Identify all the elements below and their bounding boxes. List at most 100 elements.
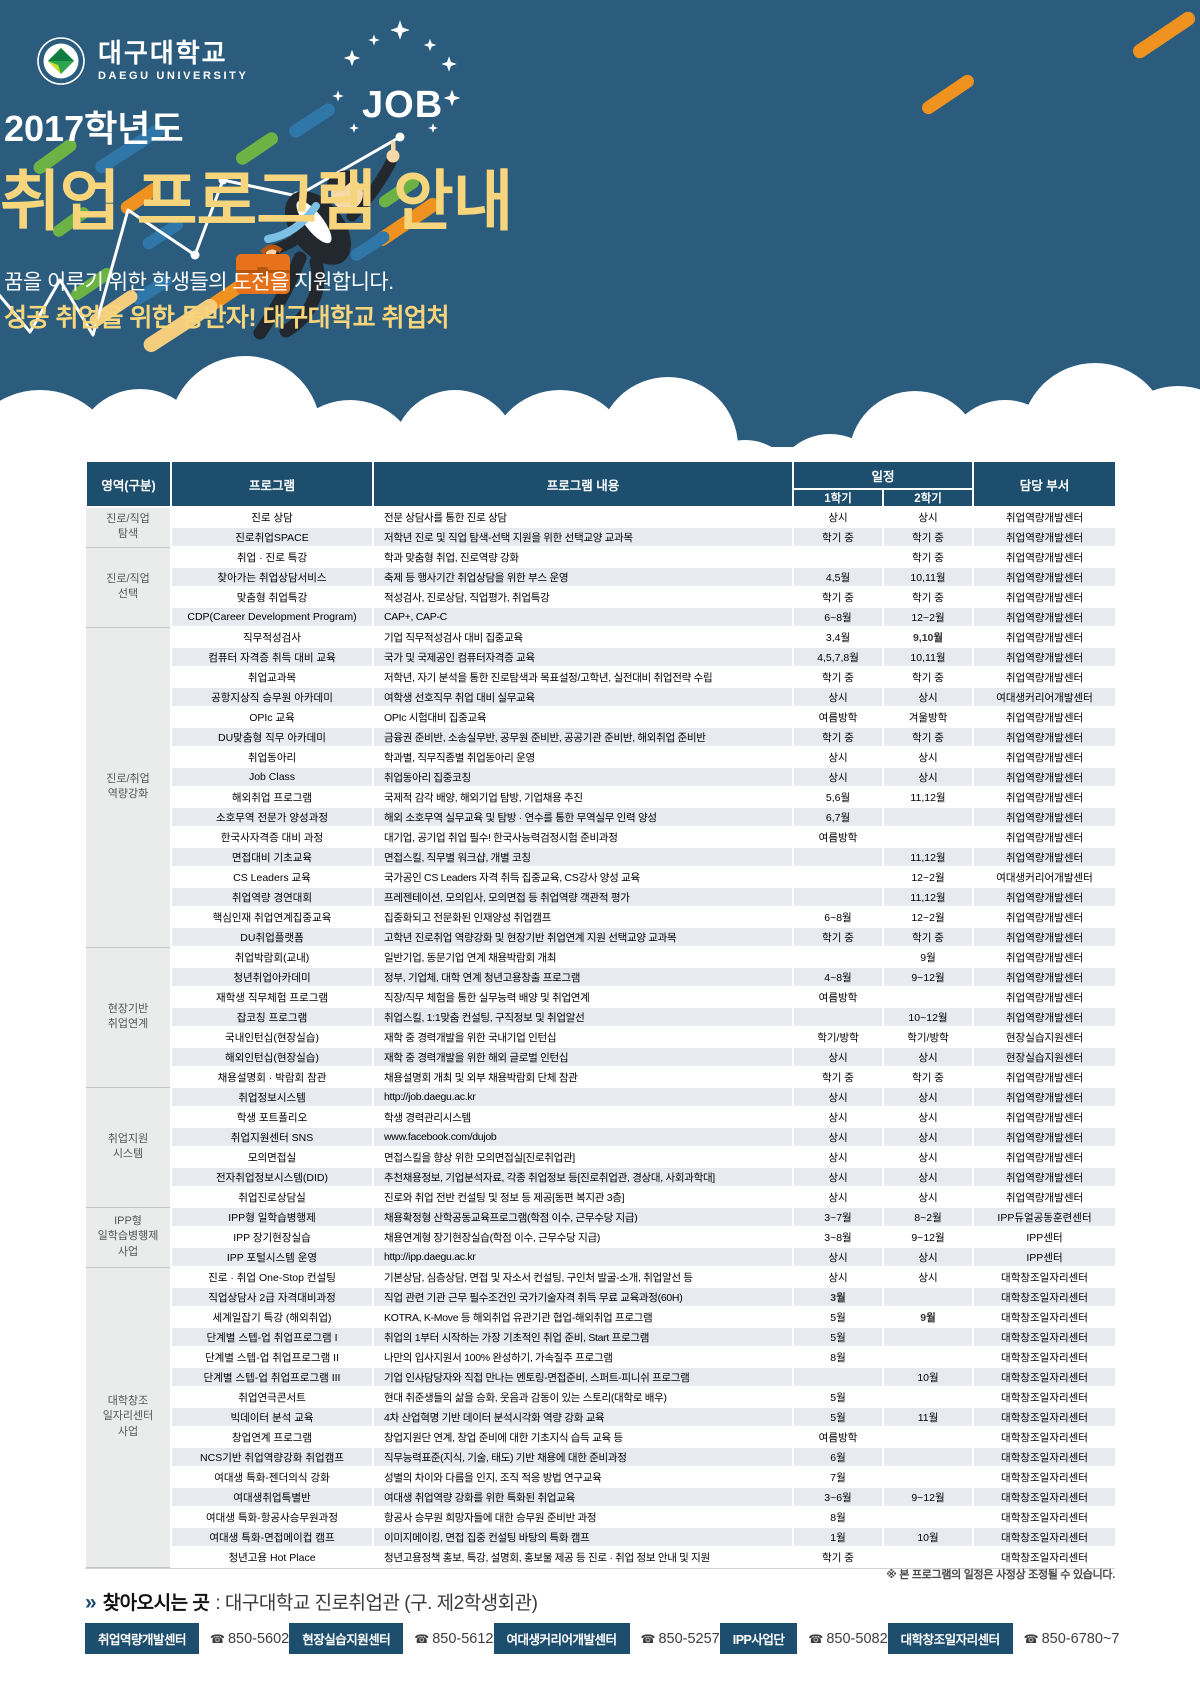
table-row: Job Class 취업동아리 집중코칭 상시 상시 취업역량개발센터 [86,766,1118,788]
semester2-cell: 상시 [881,1166,975,1188]
visit-label: 찾아오시는 곳 [102,1593,210,1614]
semester2-cell: 11,12월 [881,786,975,808]
table-row: DU취업플랫폼 고학년 진로취업 역량강화 및 현장기반 취업연계 지원 선택교양… [86,926,1118,948]
table-row: 면접대비 기초교육 면접스킬, 직무별 워크샵, 개별 코칭 11,12월 취업역량개… [86,846,1118,868]
content-cell: 국제적 감각 배양, 해외기업 탐방, 기업채용 추진 [372,786,794,808]
content-cell: 금융권 준비반, 소송실무반, 공무원 준비반, 공공기관 준비반, 해외취업 … [372,726,794,748]
program-cell: 단계별 스텝-업 취업프로그램 I [170,1326,374,1348]
dept-cell: 대학창조일자리센터 [972,1266,1118,1288]
semester1-cell: 상시 [792,1126,884,1148]
dept-cell: 취업역량개발센터 [972,1106,1118,1128]
program-cell: 단계별 스텝-업 취업프로그램 III [170,1366,374,1388]
program-cell: 재학생 직무체험 프로그램 [170,986,374,1008]
dept-cell: 현장실습지원센터 [972,1026,1118,1048]
dept-cell: 현장실습지원센터 [972,1046,1118,1068]
content-cell: 대기업, 공기업 취업 필수! 한국사능력검정시험 준비과정 [372,826,794,848]
semester2-cell: 상시 [881,1106,975,1128]
dept-cell: 취업역량개발센터 [972,706,1118,728]
table-row: NCS기반 취업역량강화 취업캠프 직무능력표준(지식, 기술, 태도) 기반 채… [86,1446,1118,1468]
content-cell: 취업스킬, 1:1맞춤 컨설팅, 구직정보 및 취업알선 [372,1006,794,1028]
content-cell: 채용연계형 장기현장실습(학점 이수, 근무수당 지급) [372,1226,794,1248]
dept-cell: 취업역량개발센터 [972,546,1118,568]
semester1-cell: 학기 중 [792,586,884,608]
semester1-cell: 5,6월 [792,786,884,808]
semester2-cell: 상시 [881,1266,975,1288]
semester2-cell [881,1346,975,1368]
dept-cell: 대학창조일자리센터 [972,1546,1118,1568]
contact-phone: ☎ 850-6780~7 [1023,1630,1120,1647]
program-cell: 해외인턴십(현장실습) [170,1046,374,1068]
table-row: 청년취업아카데미 정부, 기업체, 대학 연계 청년고용창출 프로그램 4~8월 9~… [86,966,1118,988]
program-cell: 청년고용 Hot Place [170,1546,374,1568]
content-cell: 학과별, 직무직종별 취업동아리 운영 [372,746,794,768]
semester2-cell: 상시 [881,746,975,768]
program-cell: 소호무역 전문가 양성과정 [170,806,374,828]
semester2-cell: 학기 중 [881,526,975,548]
area-group-cell: IPP형 일학습병행제 사업 [86,1207,172,1268]
header-area: 영역(구분) [85,460,172,508]
university-emblem-icon [37,37,85,85]
content-cell: 전문 상담사를 통한 진로 상담 [372,506,794,528]
table-row: 잡코칭 프로그램 취업스킬, 1:1맞춤 컨설팅, 구직정보 및 취업알선 10~1… [86,1006,1118,1028]
phone-icon: ☎ [414,1631,430,1646]
visit-value: : 대구대학교 진로취업관 (구. 제2학생회관) [215,1593,538,1614]
semester2-cell: 학기 중 [881,586,975,608]
dept-cell: 대학창조일자리센터 [972,1526,1118,1548]
content-cell: 재학 중 경력개발을 위한 국내기업 인턴십 [372,1026,794,1048]
semester1-cell [792,1006,884,1028]
program-cell: 여대생 특화-항공사승무원과정 [170,1506,374,1528]
program-cell: NCS기반 취업역량강화 취업캠프 [170,1446,374,1468]
table-row: 단계별 스텝-업 취업프로그램 II 나만의 입사지원서 100% 완성하기, 가… [86,1346,1118,1368]
program-cell: 면접대비 기초교육 [170,846,374,868]
program-cell: Job Class [170,766,374,788]
semester1-cell: 학기 중 [792,926,884,948]
program-cell: 세계일잡기 특강 (해외취업) [170,1306,374,1328]
contact-center-badge: 취업역량개발센터 [85,1623,200,1654]
table-row: 컴퓨터 자격증 취득 대비 교육 국가 및 국제공인 컴퓨터자격증 교육 4,5,7… [86,646,1118,668]
content-cell: 면접스킬을 향상 위한 모의면접실[진로취업관] [372,1146,794,1168]
table-row: 공항지상직 승무원 아카데미 여학생 선호직무 취업 대비 실무교육 상시 상시 여대생… [86,686,1118,708]
dept-cell: 대학창조일자리센터 [972,1406,1118,1428]
semester1-cell: 상시 [792,1246,884,1268]
dept-cell: 대학창조일자리센터 [972,1386,1118,1408]
dept-cell: IPP센터 [972,1226,1118,1248]
dept-cell: IPP듀얼공동훈련센터 [972,1206,1118,1228]
table-row: DU맞춤형 직무 아카데미 금융권 준비반, 소송실무반, 공무원 준비반, 공공… [86,726,1118,748]
contact-item: IPP사업단 ☎ 850-5082 [719,1623,888,1654]
dept-cell: 취업역량개발센터 [972,846,1118,868]
semester2-cell: 11월 [881,1406,975,1428]
dept-cell: 취업역량개발센터 [972,926,1118,948]
university-name-kr: 대구대학교 [98,37,228,68]
content-cell: 재학 중 경력개발을 위한 해외 글로벌 인턴십 [372,1046,794,1068]
dept-cell: 취업역량개발센터 [972,786,1118,808]
table-row: 취업교과목 저학년, 자기 분석을 통한 진로탐색과 목표설정/고학년, 실전대비… [86,666,1118,688]
contact-center-badge: 현장실습지원센터 [289,1623,404,1654]
table-row: CS Leaders 교육 국가공인 CS Leaders 자격 취득 집중교육,… [86,866,1118,888]
semester1-cell: 6~8월 [792,606,884,628]
table-row: 여대생취업특별반 여대생 취업역량 강화를 위한 특화된 취업교육 3~6월 9~12… [86,1486,1118,1508]
program-cell: DU취업플랫폼 [170,926,374,948]
phone-icon: ☎ [210,1631,225,1646]
semester1-cell: 상시 [792,746,884,768]
semester1-cell: 5월 [792,1326,884,1348]
content-cell: 직업 관련 기관 근무 필수조건인 국가기술자격 취득 무료 교육과정(60H) [372,1286,794,1308]
dept-cell: 취업역량개발센터 [972,526,1118,548]
dept-cell: 취업역량개발센터 [972,726,1118,748]
semester1-cell: 3~6월 [792,1486,884,1508]
table-row: 직업상담사 2급 자격대비과정 직업 관련 기관 근무 필수조건인 국가기술자격 … [86,1286,1118,1308]
semester1-cell: 4,5,7,8월 [792,646,884,668]
table-row: IPP 포털시스템 운영 http://ipp.daegu.ac.kr 상시 상시 IP… [86,1246,1118,1268]
program-cell: 국내인턴십(현장실습) [170,1026,374,1048]
semester2-cell [881,1466,975,1488]
content-cell: 해외 소호무역 실무교육 및 탐방 · 연수를 통한 무역실무 인력 양성 [372,806,794,828]
area-group-cell: 진로/직업 탐색 [86,507,172,548]
table-row: 세계일잡기 특강 (해외취업) KOTRA, K-Move 등 해외취업 유관기관… [86,1306,1118,1328]
contact-phone: ☎ 850-5602 [210,1630,290,1647]
content-cell: 이미지메이킹, 면접 집중 컨설팅 바탕의 특화 캠프 [372,1526,794,1548]
program-cell: 맞춤형 취업특강 [170,586,374,608]
semester1-cell: 3월 [792,1286,884,1308]
semester2-cell: 11,12월 [881,886,975,908]
table-row: 해외취업 프로그램 국제적 감각 배양, 해외기업 탐방, 기업채용 추진 5,6월… [86,786,1118,808]
program-cell: OPIc 교육 [170,706,374,728]
dept-cell: 여대생커리어개발센터 [972,686,1118,708]
